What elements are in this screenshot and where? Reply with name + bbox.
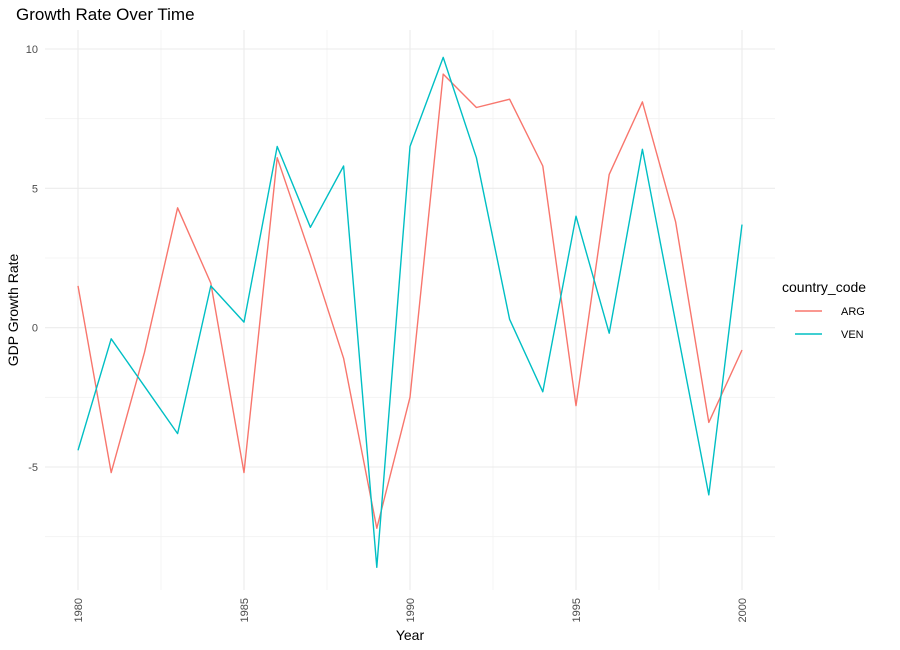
x-tick-label: 1985 (239, 598, 251, 622)
legend-items: ARG VEN (795, 306, 865, 341)
x-axis-title: Year (396, 627, 425, 643)
series-line-ven (77, 56, 743, 568)
legend-title: country_code (782, 279, 866, 295)
legend: country_code ARG VEN (782, 279, 866, 341)
x-tick-label: 1990 (405, 598, 417, 622)
y-axis-ticks: 10 5 0 -5 (26, 44, 38, 474)
series-lines (77, 56, 743, 568)
legend-label-ven: VEN (841, 329, 864, 341)
x-axis-ticks: 1980 1985 1990 1995 2000 (73, 598, 749, 622)
y-tick-label: 10 (26, 44, 38, 56)
x-tick-label: 1995 (571, 598, 583, 622)
chart-title: Growth Rate Over Time (16, 5, 195, 24)
x-tick-label: 2000 (737, 598, 749, 622)
x-tick-label: 1980 (73, 598, 85, 622)
grid (45, 30, 775, 590)
y-axis-title: GDP Growth Rate (5, 254, 21, 367)
series-line-arg (77, 73, 743, 529)
legend-label-arg: ARG (841, 306, 865, 318)
y-tick-label: 5 (32, 183, 38, 195)
y-tick-label: 0 (32, 323, 38, 335)
y-tick-label: -5 (28, 462, 38, 474)
